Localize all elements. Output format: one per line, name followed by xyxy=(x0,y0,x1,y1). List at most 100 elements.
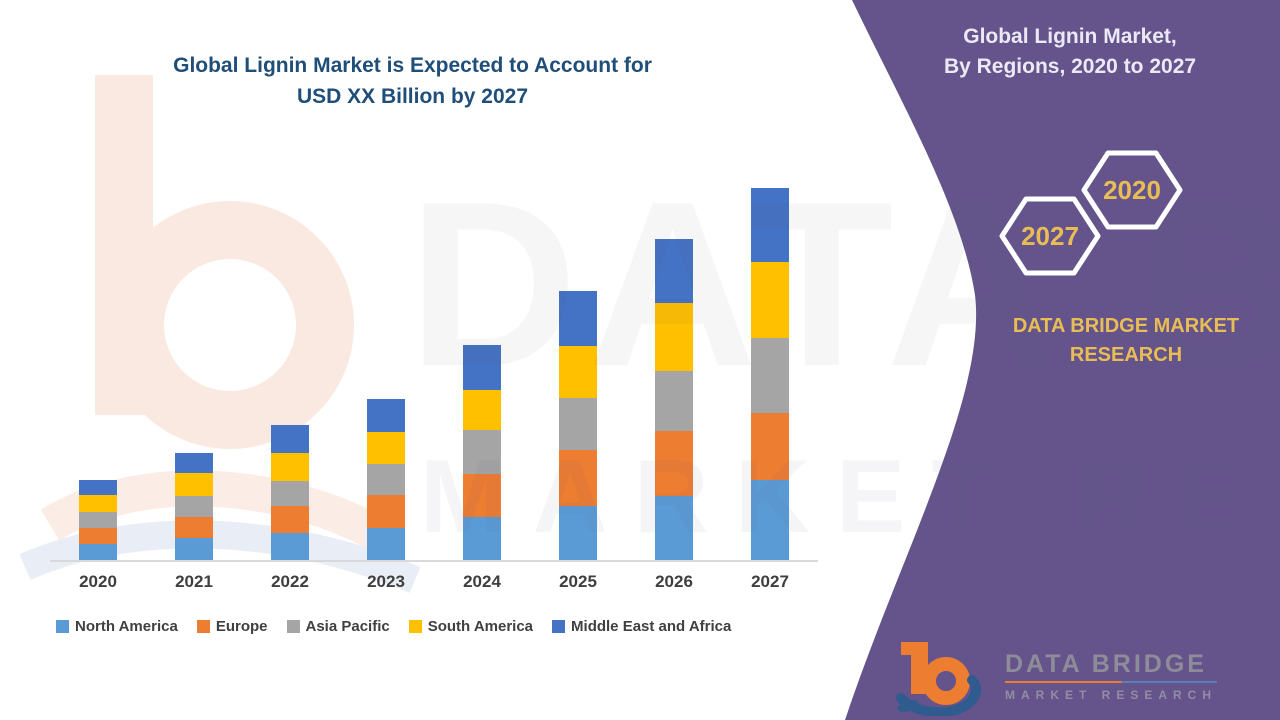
bar-segment-2027-south-america xyxy=(751,262,789,338)
x-axis-label-2024: 2024 xyxy=(463,572,501,591)
bar-segment-2023-south-america xyxy=(367,432,405,465)
chart-title: Global Lignin Market is Expected to Acco… xyxy=(130,50,695,112)
chart-title-line1: Global Lignin Market is Expected to Acco… xyxy=(173,54,652,77)
bar-segment-2023-middle-east-and-africa xyxy=(367,399,405,433)
bar-segment-2021-south-america xyxy=(175,472,213,497)
bar-slot-2023 xyxy=(338,170,434,560)
x-axis-label-2021: 2021 xyxy=(175,572,213,591)
legend-label-europe: Europe xyxy=(215,618,268,635)
x-axis-label-2023: 2023 xyxy=(367,572,405,591)
bar-segment-2022-asia-pacific xyxy=(271,480,309,506)
bar-2024 xyxy=(463,344,501,560)
bar-segment-2023-north-america xyxy=(367,528,405,560)
bar-segment-2021-europe xyxy=(175,516,213,538)
databridge-logo: DATA BRIDGE MARKET RESEARCH xyxy=(893,636,1218,716)
legend-swatch-asia-pacific xyxy=(286,620,300,633)
legend-label-middle-east-and-africa: Middle East and Africa xyxy=(571,618,732,635)
bar-segment-2022-north-america xyxy=(271,532,309,560)
bar-2021 xyxy=(175,452,213,560)
bar-segment-2020-north-america xyxy=(79,544,117,560)
bar-segment-2021-asia-pacific xyxy=(175,496,213,517)
x-axis-label-2025: 2025 xyxy=(559,572,597,591)
hexagon-year-2027: 2027 xyxy=(1021,221,1079,251)
hexagon-2020: 2020 xyxy=(1081,150,1183,230)
bar-slot-2020 xyxy=(50,170,146,560)
databridge-logo-mark xyxy=(896,642,982,716)
bar-segment-2020-asia-pacific xyxy=(79,512,117,528)
logo-divider xyxy=(1005,681,1218,683)
bar-2023 xyxy=(367,399,405,560)
legend-label-asia-pacific: Asia Pacific xyxy=(305,618,390,635)
x-axis-label-2027: 2027 xyxy=(751,572,789,591)
x-axis-label-2020: 2020 xyxy=(79,572,117,591)
logo-subtitle: MARKET RESEARCH xyxy=(1005,688,1218,702)
bar-segment-2026-north-america xyxy=(655,496,693,560)
bar-slot-2025 xyxy=(530,170,626,560)
bar-segment-2024-asia-pacific xyxy=(463,430,501,475)
legend-swatch-middle-east-and-africa xyxy=(552,620,566,633)
x-axis-line xyxy=(50,560,818,562)
legend-swatch-north-america xyxy=(56,620,69,633)
bar-segment-2027-north-america xyxy=(751,480,789,560)
bar-slot-2021 xyxy=(146,170,242,560)
bar-segment-2026-south-america xyxy=(655,303,693,372)
legend-item-south-america: South America xyxy=(408,618,534,635)
legend-label-north-america: North America xyxy=(75,618,178,635)
bar-slot-2022 xyxy=(242,170,338,560)
bar-segment-2027-middle-east-and-africa xyxy=(751,188,789,263)
panel-title-line1: Global Lignin Market, xyxy=(963,25,1177,48)
bar-slot-2026 xyxy=(626,170,722,560)
legend-swatch-south-america xyxy=(408,620,422,633)
x-axis-labels: 2020 2021 2022 2023 2024 2025 2026 2027 xyxy=(50,572,818,592)
bar-segment-2027-europe xyxy=(751,412,789,480)
bar-segment-2026-middle-east-and-africa xyxy=(655,239,693,304)
bar-segment-2023-asia-pacific xyxy=(367,464,405,496)
x-axis-label-2022: 2022 xyxy=(271,572,309,591)
legend: North America Europe Asia Pacific South Ame… xyxy=(56,618,731,635)
bar-segment-2021-north-america xyxy=(175,537,213,560)
legend-swatch-europe xyxy=(196,620,210,633)
bar-segment-2026-asia-pacific xyxy=(655,371,693,432)
bar-segment-2026-europe xyxy=(655,431,693,496)
hexagon-2027: 2027 xyxy=(999,196,1101,276)
bar-segment-2024-middle-east-and-africa xyxy=(463,344,501,390)
bar-2022 xyxy=(271,424,309,560)
bar-segment-2020-middle-east-and-africa xyxy=(79,480,117,496)
bar-segment-2020-europe xyxy=(79,528,117,544)
bar-segment-2022-middle-east-and-africa xyxy=(271,424,309,453)
bar-segment-2022-europe xyxy=(271,505,309,533)
legend-item-asia-pacific: Asia Pacific xyxy=(286,618,390,635)
bar-segment-2020-south-america xyxy=(79,495,117,512)
bar-segment-2022-south-america xyxy=(271,452,309,481)
bar-2026 xyxy=(655,239,693,560)
panel-title: Global Lignin Market, By Regions, 2020 t… xyxy=(900,22,1240,82)
bar-segment-2027-asia-pacific xyxy=(751,337,789,413)
bar-segment-2024-north-america xyxy=(463,516,501,560)
bar-segment-2025-middle-east-and-africa xyxy=(559,291,597,346)
bar-segment-2024-south-america xyxy=(463,389,501,431)
logo-name: DATA BRIDGE xyxy=(1005,650,1207,678)
plot-area xyxy=(50,170,818,560)
bar-segment-2023-europe xyxy=(367,495,405,528)
legend-item-north-america: North America xyxy=(56,618,178,635)
bar-segment-2024-europe xyxy=(463,474,501,517)
bar-slot-2024 xyxy=(434,170,530,560)
hexagon-year-2020: 2020 xyxy=(1103,175,1161,205)
chart-title-line2: USD XX Billion by 2027 xyxy=(296,85,529,108)
bar-2027 xyxy=(751,188,789,560)
bar-2020 xyxy=(79,480,117,560)
legend-item-europe: Europe xyxy=(196,618,268,635)
bar-2025 xyxy=(559,291,597,560)
bar-segment-2025-south-america xyxy=(559,345,597,399)
legend-item-middle-east-and-africa: Middle East and Africa xyxy=(552,618,731,635)
bar-segment-2025-europe xyxy=(559,450,597,506)
panel-title-line2: By Regions, 2020 to 2027 xyxy=(943,55,1197,78)
panel-brand-text: DATA BRIDGE MARKET RESEARCH xyxy=(1012,315,1240,366)
bar-slot-2027 xyxy=(722,170,818,560)
x-axis-label-2026: 2026 xyxy=(655,572,693,591)
legend-label-south-america: South America xyxy=(427,618,534,635)
bar-segment-2025-north-america xyxy=(559,505,597,560)
bar-segment-2021-middle-east-and-africa xyxy=(175,452,213,473)
bar-segment-2025-asia-pacific xyxy=(559,398,597,451)
